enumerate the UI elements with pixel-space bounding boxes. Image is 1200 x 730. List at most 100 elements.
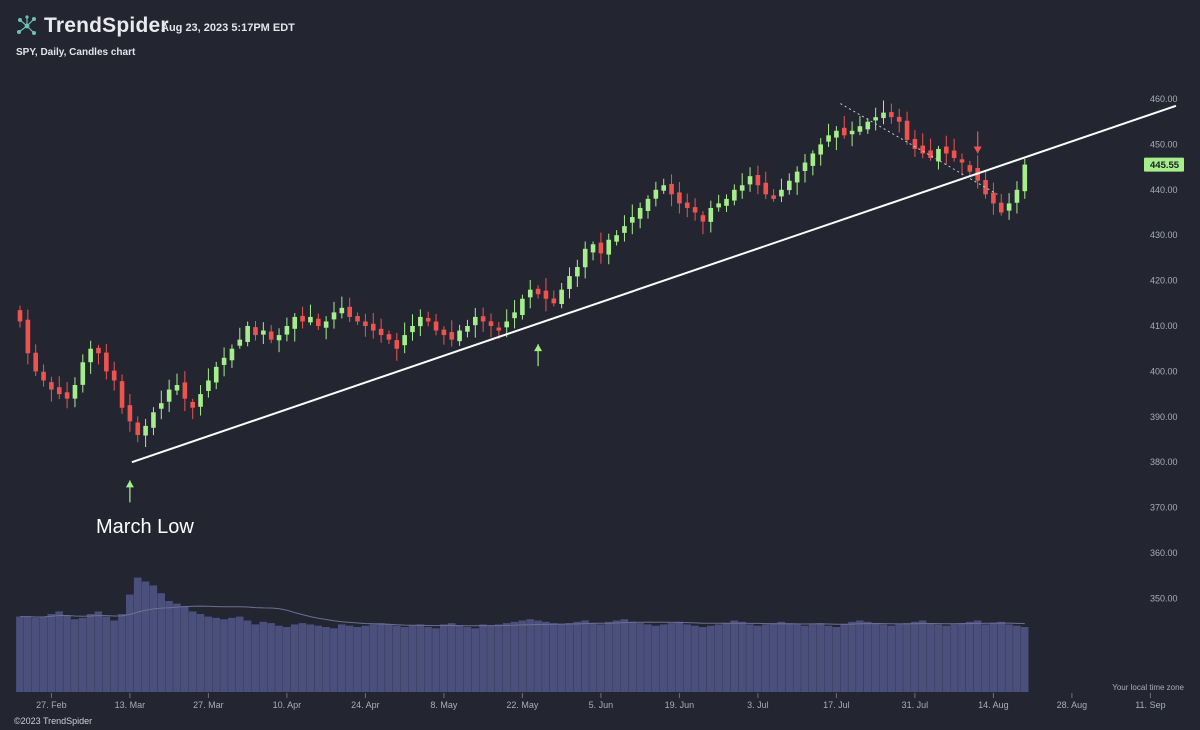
candle-down	[363, 321, 368, 326]
volume-bar	[102, 616, 111, 692]
y-tick-label: 390.00	[1150, 412, 1178, 422]
candle-down	[64, 392, 70, 399]
candle-up	[276, 335, 282, 341]
candle-down	[355, 316, 360, 322]
candle-up	[339, 307, 345, 314]
volume-bar	[220, 619, 228, 692]
x-tick-label: 8. May	[430, 700, 458, 710]
candle-down	[755, 174, 761, 186]
candle-down	[684, 202, 690, 208]
x-tick-label: 14. Aug	[978, 700, 1009, 710]
candle-down	[967, 165, 973, 172]
volume-bar	[165, 601, 173, 692]
volume-bar	[526, 619, 534, 692]
candle-up	[284, 326, 290, 335]
candle-up	[198, 394, 203, 407]
candle-up	[465, 326, 470, 332]
volume-bar	[722, 623, 731, 692]
chart-header: TrendSpider Aug 23, 2023 5:17PM EDT SPY,…	[0, 0, 1200, 64]
candle-up	[292, 316, 298, 329]
volume-bar	[942, 625, 950, 692]
volume-bar	[471, 628, 479, 692]
volume-bar	[824, 625, 833, 692]
chart-subtitle: SPY, Daily, Candles chart	[16, 47, 136, 58]
candle-down	[25, 319, 31, 354]
volume-bar	[141, 581, 150, 692]
volume-bar	[86, 614, 95, 692]
volume-bar	[871, 623, 880, 692]
candle-down	[669, 183, 674, 195]
y-tick-label: 460.00	[1150, 94, 1178, 104]
candle-up	[630, 217, 635, 223]
candle-down	[56, 387, 62, 395]
time-axis[interactable]: 27. Feb 13. Mar 27. Mar 10. Apr 24. Apr 8. Ma…	[36, 693, 1200, 710]
candle-up	[614, 235, 619, 242]
volume-bar	[400, 627, 409, 692]
volume-bar	[581, 620, 589, 692]
candle-up	[72, 385, 78, 399]
candle-down	[763, 182, 769, 195]
volume-bar	[887, 625, 896, 692]
candle-down	[394, 340, 400, 349]
candle-up	[261, 330, 266, 335]
volume-bar	[801, 625, 809, 692]
candle-down	[700, 215, 706, 222]
volume-bar	[275, 625, 283, 692]
volume-bar	[149, 585, 158, 692]
brand-logo[interactable]: TrendSpider	[16, 14, 169, 38]
arrow-up-icon-head	[125, 480, 134, 488]
candle-up	[653, 189, 659, 199]
candle-down	[135, 422, 141, 435]
volume-bar	[785, 623, 793, 692]
candle-down	[551, 298, 557, 304]
volume-bar	[549, 623, 558, 692]
candle-up	[1022, 164, 1028, 192]
candle-down	[119, 381, 125, 408]
volume-bar	[126, 594, 134, 692]
volume-bar	[958, 623, 966, 692]
candle-up	[716, 203, 721, 208]
candle-down	[998, 202, 1004, 213]
volume-bar	[683, 624, 691, 692]
price-axis[interactable]: 350.00 360.00 370.00 380.00 390.00 400.00 410.…	[1144, 94, 1184, 603]
candle-down	[912, 138, 918, 149]
support-trendline	[131, 104, 1177, 464]
volume-bar	[298, 623, 307, 692]
candle-down	[951, 150, 957, 159]
volume-bar	[196, 614, 205, 692]
candle-up	[575, 266, 580, 277]
candle-up	[818, 144, 823, 155]
volume-bar	[63, 615, 71, 692]
volume-bar	[997, 621, 1005, 692]
volume-bar	[118, 614, 126, 692]
candle-up	[810, 153, 816, 166]
candle-down	[692, 207, 698, 213]
volume-bar	[667, 623, 676, 692]
candle-up	[143, 425, 148, 436]
volume-bar	[31, 617, 40, 692]
volume-bar	[228, 617, 236, 692]
candle-down	[441, 329, 447, 336]
volume-bar	[78, 617, 87, 692]
candlestick-series	[17, 100, 1028, 448]
candle-up	[213, 366, 219, 383]
candle-up	[527, 289, 533, 298]
x-tick-label: 19. Jun	[665, 700, 695, 710]
candle-up	[331, 312, 337, 320]
volume-average-line	[20, 605, 1025, 627]
arrow-down-icon-head	[973, 146, 982, 154]
candle-down	[543, 290, 549, 299]
volume-bar	[620, 619, 629, 692]
volume-bar	[487, 625, 495, 692]
volume-bar	[479, 624, 487, 692]
candle-down	[127, 405, 133, 422]
volume-bar	[94, 611, 103, 692]
candle-down	[17, 310, 23, 322]
candle-down	[111, 370, 117, 381]
last-price-tag[interactable]	[1144, 157, 1184, 172]
volume-bar	[918, 620, 927, 692]
volume-bar	[353, 627, 362, 692]
volume-bar	[832, 627, 841, 692]
volume-bar	[330, 628, 338, 692]
